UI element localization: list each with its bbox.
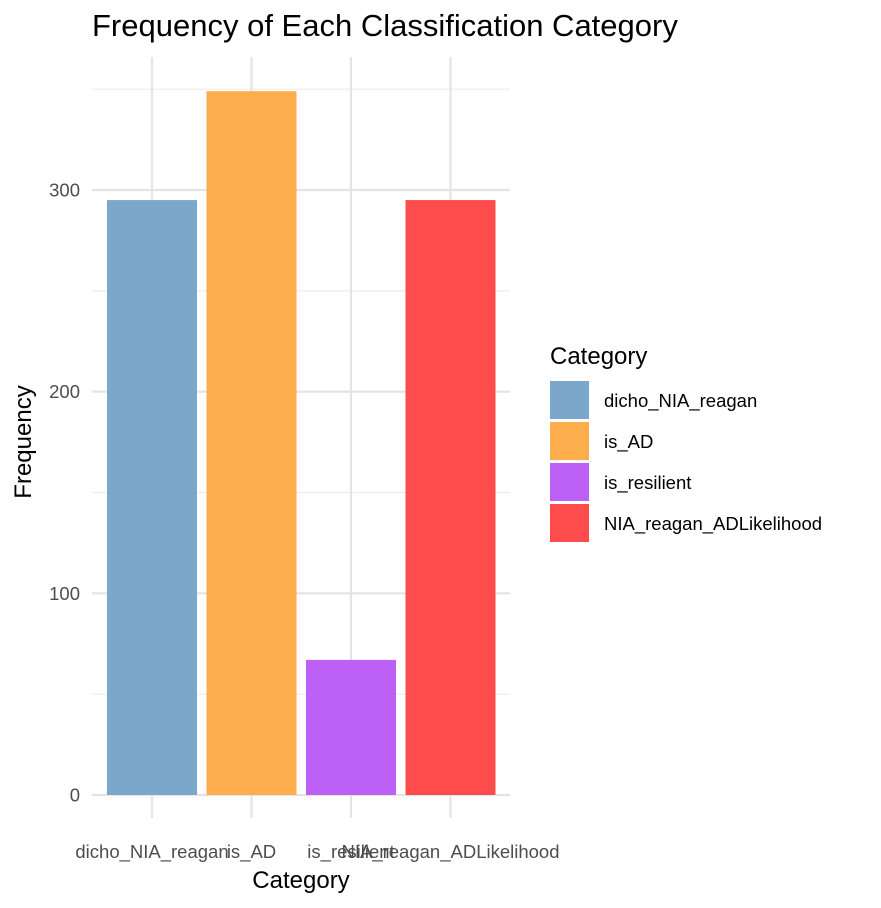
legend-swatch xyxy=(550,504,589,542)
bar xyxy=(405,200,496,796)
y-tick-label: 200 xyxy=(49,381,80,402)
legend-swatch xyxy=(550,463,589,501)
x-tick-label: is_resilient xyxy=(307,841,394,863)
y-axis-title: Frequency xyxy=(10,385,37,498)
x-axis-title: Category xyxy=(252,867,349,894)
legend-title: Category xyxy=(550,343,647,370)
x-tick-label: dicho_NIA_reagan xyxy=(75,841,228,863)
y-tick-label: 100 xyxy=(49,583,80,604)
legend-swatch xyxy=(550,422,589,460)
bar xyxy=(206,91,297,795)
x-tick-label: is_AD xyxy=(227,841,276,863)
y-tick-label: 0 xyxy=(70,785,80,806)
legend-swatch xyxy=(550,381,589,419)
legend: Category dicho_NIA_reagan is_AD is_resilie… xyxy=(550,343,822,542)
legend-label: dicho_NIA_reagan xyxy=(604,390,757,412)
y-tick-label: 300 xyxy=(49,180,80,201)
legend-label: is_AD xyxy=(604,431,653,453)
chart-title: Frequency of Each Classification Categor… xyxy=(92,8,678,43)
legend-label: NIA_reagan_ADLikelihood xyxy=(604,513,822,535)
bars xyxy=(107,91,496,796)
bar xyxy=(306,659,396,795)
bar xyxy=(107,200,197,796)
legend-label: is_resilient xyxy=(604,472,691,494)
y-axis-ticks: 0 100 200 300 xyxy=(49,180,80,806)
x-tick-label: NIA_reagan_ADLikelihood xyxy=(341,841,559,863)
